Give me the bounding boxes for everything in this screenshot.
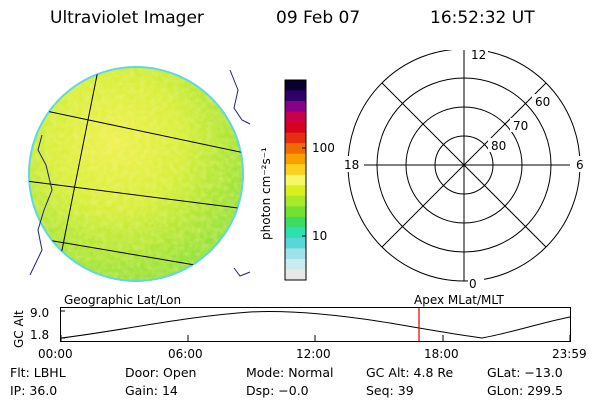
colorbar-stripe	[285, 258, 306, 270]
colorbar-stripe	[285, 122, 306, 134]
colorbar-stripe	[285, 143, 306, 155]
info-flt: Flt: LBHL	[10, 365, 66, 380]
polar-diagonal-2	[381, 82, 547, 248]
colorbar-stripe	[285, 174, 306, 186]
colorbar-stripe	[285, 227, 306, 239]
strip-x-tick-0000: 00:00	[38, 347, 73, 361]
strip-y-title: GC Alt	[12, 310, 26, 348]
strip-left-title: Geographic Lat/Lon	[64, 293, 182, 307]
info-seq: Seq: 39	[366, 383, 414, 398]
polar-label-18: 18	[344, 158, 359, 172]
colorbar-unit-label: photon cm⁻²s⁻¹	[259, 147, 273, 240]
info-dsp: Dsp: −0.0	[246, 383, 309, 398]
colorbar-stripe	[285, 185, 306, 197]
earth-texture	[30, 68, 242, 280]
polar-label-0: 0	[469, 277, 477, 290]
time: 16:52:32 UT	[430, 8, 535, 28]
strip-y-tick-1-8: 1.8	[30, 328, 50, 342]
colorbar-stripe	[285, 132, 306, 144]
strip-x-tick-0600: 06:00	[168, 347, 203, 361]
colorbar-tick-10: 10	[312, 229, 328, 243]
polar-label-12: 12	[471, 50, 486, 62]
polar-plot: 12 18 6 0 60 70 80	[340, 50, 590, 290]
colorbar-stripe	[285, 164, 306, 176]
colorbar-stripe	[285, 195, 306, 207]
strip-frame	[60, 307, 571, 342]
colorbar-tick-100: 100	[312, 141, 335, 155]
colorbar-stripe	[285, 216, 306, 228]
info-glat: GLat: −13.0	[487, 365, 563, 380]
polar-label-60: 60	[535, 95, 550, 109]
strip-x-tick-1200: 12:00	[296, 347, 331, 361]
polar-label-80: 80	[491, 139, 506, 153]
polar-label-6: 6	[576, 158, 584, 172]
info-ip: IP: 36.0	[10, 383, 58, 398]
info-mode: Mode: Normal	[246, 365, 334, 380]
coastlines	[29, 69, 251, 277]
title: Ultraviolet Imager	[50, 8, 204, 28]
colorbar-stripe	[285, 111, 306, 123]
date: 09 Feb 07	[276, 8, 361, 28]
altitude-strip	[60, 307, 571, 342]
colorbar-stripe	[285, 237, 306, 249]
earth-image	[28, 66, 251, 282]
info-door: Door: Open	[125, 365, 197, 380]
colorbar-stripe	[285, 101, 306, 113]
info-gain: Gain: 14	[125, 383, 178, 398]
strip-right-title: Apex MLat/MLT	[414, 293, 504, 307]
polar-label-70: 70	[513, 119, 528, 133]
colorbar-stripe	[285, 206, 306, 218]
strip-x-tick-1800: 18:00	[424, 347, 459, 361]
colorbar-stripe	[285, 90, 306, 102]
colorbar-stripe	[285, 248, 306, 260]
colorbar-stripe	[285, 269, 306, 281]
colorbar-stripe	[285, 80, 306, 92]
strip-x-tick-2359: 23:59	[552, 347, 587, 361]
altitude-curve	[60, 311, 571, 339]
colorbar-stripe	[285, 153, 306, 165]
colorbar	[284, 79, 307, 281]
strip-y-tick-9: 9.0	[30, 306, 50, 320]
info-gc-alt: GC Alt: 4.8 Re	[366, 365, 454, 380]
info-glon: GLon: 299.5	[487, 383, 563, 398]
